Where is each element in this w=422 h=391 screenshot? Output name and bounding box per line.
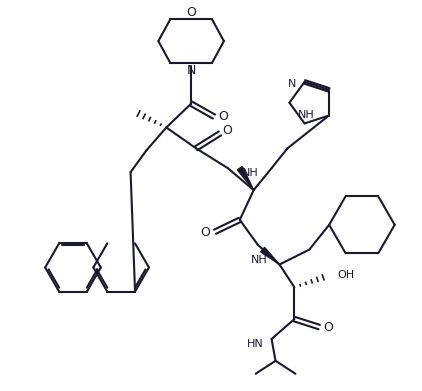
Text: NH: NH [298, 111, 315, 120]
Text: NH: NH [242, 168, 259, 178]
Text: HN: HN [247, 339, 264, 349]
Text: OH: OH [337, 271, 354, 280]
Text: O: O [222, 124, 232, 137]
Text: O: O [200, 226, 210, 239]
Text: O: O [323, 321, 333, 334]
Text: O: O [186, 6, 196, 19]
Text: N: N [187, 65, 196, 77]
Polygon shape [237, 167, 254, 190]
Polygon shape [261, 248, 279, 264]
Text: N: N [288, 79, 297, 89]
Text: O: O [218, 110, 228, 123]
Text: NH: NH [251, 255, 268, 265]
